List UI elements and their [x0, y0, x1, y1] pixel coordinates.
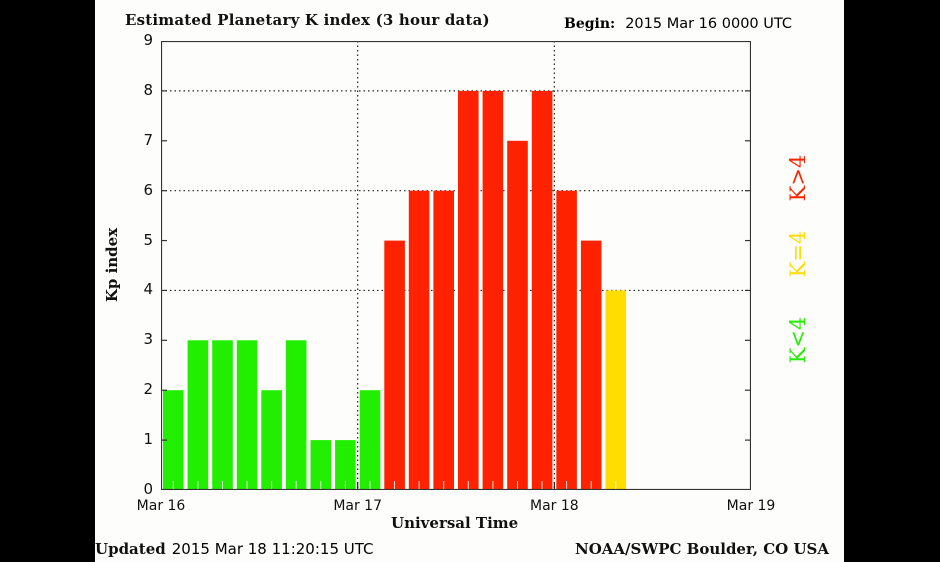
updated-label: Updated [95, 540, 166, 558]
begin-time: Begin: 2015 Mar 16 0000 UTC [564, 16, 792, 33]
bar-mar-18-03 [580, 240, 602, 490]
bar-mar-16-09 [236, 340, 258, 490]
legend-low-label: K<4 [786, 316, 810, 364]
y-tick-label: 2 [143, 380, 153, 399]
bar-mar-16-00 [163, 390, 184, 490]
chart-title: Estimated Planetary K index (3 hour data… [125, 11, 490, 29]
bar-mar-16-12 [261, 390, 282, 490]
bar-mar-18-06 [605, 290, 627, 490]
y-tick-label: 6 [143, 180, 153, 199]
y-tick-label: 7 [143, 130, 153, 149]
bar-mar-17-03 [384, 240, 405, 490]
begin-value: 2015 Mar 16 0000 UTC [625, 16, 792, 32]
bar-mar-17-15 [482, 90, 504, 490]
legend-k-equal-4: K=4 [786, 231, 810, 278]
bar-mar-17-21 [531, 90, 553, 490]
updated-value: 2015 Mar 18 11:20:15 UTC [171, 540, 374, 558]
bar-mar-16-06 [212, 340, 233, 490]
gridlines [161, 41, 751, 490]
begin-label: Begin: [564, 16, 616, 32]
y-tick-label: 1 [143, 430, 153, 449]
x-tick-label: Mar 18 [529, 498, 579, 514]
bar-mar-16-15 [285, 340, 307, 490]
bar-mar-17-12 [458, 90, 479, 490]
y-axis-label: Kp index [103, 227, 121, 303]
legend-k-less-4: K<4 [786, 317, 810, 364]
bar-mar-16-21 [335, 440, 356, 490]
updated-timestamp: Updated 2015 Mar 18 11:20:15 UTC [95, 540, 374, 559]
bar-mar-17-06 [408, 190, 430, 490]
bar-mar-16-18 [310, 440, 332, 490]
y-tick-label: 8 [143, 80, 153, 99]
y-tick-label: 5 [143, 230, 153, 249]
y-tick-label: 9 [143, 31, 153, 49]
bar-mar-18-00 [556, 190, 577, 490]
y-tick-label: 0 [143, 480, 153, 498]
x-tick-label: Mar 16 [136, 498, 186, 514]
bar-mar-16-03 [187, 340, 209, 490]
bars [163, 90, 627, 490]
bar-mar-17-09 [433, 190, 454, 490]
x-axis-label: Universal Time [391, 514, 519, 532]
credit-text: NOAA/SWPC Boulder, CO USA [575, 540, 830, 558]
legend-equal-label: K=4 [786, 230, 810, 278]
y-tick-label: 4 [143, 280, 153, 299]
chart-canvas: Estimated Planetary K index (3 hour data… [95, 0, 844, 562]
x-tick-label: Mar 17 [333, 498, 382, 514]
legend-high-label: K>4 [786, 154, 810, 202]
bar-mar-17-18 [507, 140, 528, 490]
plot-area [161, 41, 751, 490]
legend-k-greater-4: K>4 [786, 155, 810, 202]
bar-mar-17-00 [359, 390, 381, 490]
plot-frame [161, 41, 751, 490]
y-tick-label: 3 [143, 330, 153, 349]
x-tick-label: Mar 19 [726, 498, 776, 514]
